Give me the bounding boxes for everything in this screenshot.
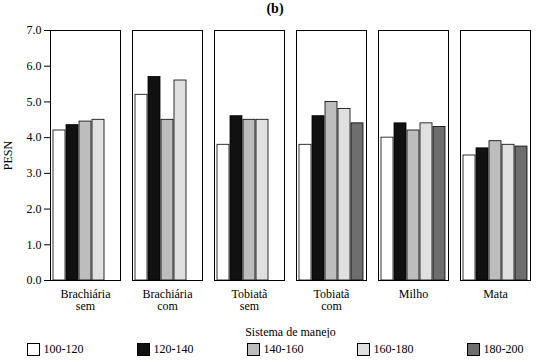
html-text:120-140: 120-140: [153, 341, 194, 356]
svg-text:Brachiáriasem: Brachiáriasem: [61, 287, 112, 313]
svg-text:Tobiatãsem: Tobiatãsem: [232, 287, 268, 313]
html-text:160-180: 160-180: [373, 341, 414, 356]
svg-text:PESN: PESN: [1, 140, 15, 170]
svg-text:Brachiáriacom: Brachiáriacom: [143, 287, 194, 313]
svg-text:0.0: 0.0: [27, 273, 42, 287]
svg-text:1.0: 1.0: [27, 238, 42, 252]
html-text:100-120: 100-120: [43, 341, 84, 356]
svg-text:6.0: 6.0: [27, 59, 42, 73]
html-text:180-200: 180-200: [483, 341, 524, 356]
svg-text:Sistema de manejo: Sistema de manejo: [245, 325, 336, 339]
html-text:140-160: 140-160: [263, 341, 304, 356]
svg-text:Mata: Mata: [483, 287, 508, 301]
svg-text:5.0: 5.0: [27, 95, 42, 109]
svg-text:7.0: 7.0: [27, 23, 42, 37]
svg-text:Milho: Milho: [399, 287, 428, 301]
svg-text:3.0: 3.0: [27, 166, 42, 180]
svg-text:4.0: 4.0: [27, 130, 42, 144]
svg-text:Tobiatãcom: Tobiatãcom: [314, 287, 350, 313]
svg-text:2.0: 2.0: [27, 202, 42, 216]
html-text:(b): (b): [266, 1, 284, 16]
